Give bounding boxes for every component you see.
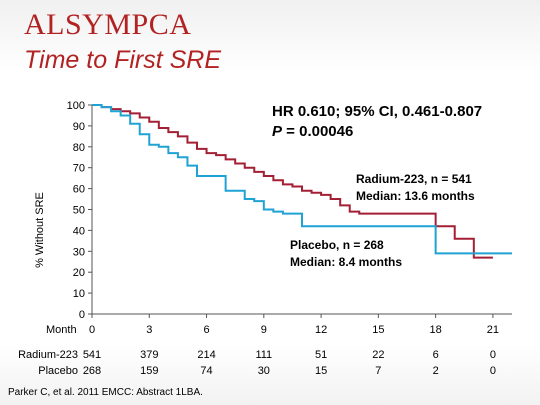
placebo-annotation: Placebo, n = 268 Median: 8.4 months [290, 237, 402, 271]
y-tick-label: 90 [73, 121, 85, 133]
risk-cell: 214 [197, 349, 216, 361]
risk-cell: 0 [489, 365, 496, 377]
hazard-ratio-block: HR 0.610; 95% CI, 0.461-0.807 P = 0.0004… [272, 102, 482, 142]
citation: Parker C, et al. 2011 EMCC: Abstract 1LB… [8, 387, 203, 398]
risk-cell: 7 [375, 365, 382, 377]
risk-cell: 6 [432, 349, 439, 361]
y-tick-label: 50 [73, 205, 85, 217]
x-tick-label: 18 [430, 324, 442, 336]
risk-cell: 2 [432, 365, 439, 377]
x-tick-label: 6 [203, 324, 209, 336]
chart-series [92, 104, 512, 259]
placebo-n-label: Placebo, n = 268 [290, 238, 384, 252]
risk-cell: 74 [200, 365, 213, 377]
x-tick-label: 0 [89, 324, 95, 336]
radium-annotation: Radium-223, n = 541 Median: 13.6 months [356, 171, 475, 205]
x-tick-label: 21 [487, 324, 499, 336]
radium-n-label: Radium-223, n = 541 [356, 172, 472, 186]
risk-cell: 159 [140, 365, 159, 377]
risk-row-label: Radium-223 [18, 349, 78, 361]
radium-median-label: Median: 13.6 months [356, 189, 475, 203]
series-line-radium-223 [92, 104, 493, 259]
hazard-ratio-text: HR 0.610; 95% CI, 0.461-0.807 [272, 103, 483, 120]
risk-row-label: Placebo [38, 365, 78, 377]
y-tick-label: 0 [79, 309, 85, 321]
risk-cell: 15 [314, 365, 328, 377]
x-tick-label: 9 [261, 324, 267, 336]
x-tick-label: 12 [315, 324, 327, 336]
risk-cell: 111 [255, 349, 273, 361]
risk-cell: 22 [372, 349, 385, 361]
y-tick-label: 20 [73, 267, 85, 279]
y-tick-label: 70 [73, 163, 85, 175]
placebo-median-label: Median: 8.4 months [290, 255, 403, 269]
km-chart: 0 10 20 30 40 50 60 70 80 90 100 0 3 6 9 12 15 18 21 Month [46, 100, 512, 336]
risk-cell: 30 [257, 365, 270, 377]
y-tick-label: 60 [73, 184, 85, 196]
slide-subtitle: Time to First SRE [24, 46, 222, 74]
series-line-placebo [92, 104, 512, 255]
risk-cell: 0 [489, 349, 496, 361]
risk-cell: 379 [140, 349, 159, 361]
p-value-rest: = 0.00046 [282, 123, 354, 140]
slide-title: ALSYMPCA [24, 8, 192, 41]
y-tick-label: 30 [73, 246, 85, 258]
risk-cell: 541 [82, 349, 102, 361]
x-axis-month-label: Month [46, 324, 77, 336]
chart-axes: 0 10 20 30 40 50 60 70 80 90 100 0 3 6 9 12 15 18 21 Month [46, 100, 512, 336]
risk-cell: 51 [314, 349, 328, 361]
y-tick-label: 80 [73, 142, 85, 154]
y-tick-label: 10 [73, 288, 85, 300]
risk-cell: 268 [82, 365, 102, 377]
y-tick-label: 40 [73, 225, 85, 237]
p-value-text: P = 0.00046 [272, 123, 354, 140]
x-tick-label: 3 [146, 324, 152, 336]
y-tick-label: 100 [67, 100, 85, 112]
x-tick-label: 15 [372, 324, 384, 336]
